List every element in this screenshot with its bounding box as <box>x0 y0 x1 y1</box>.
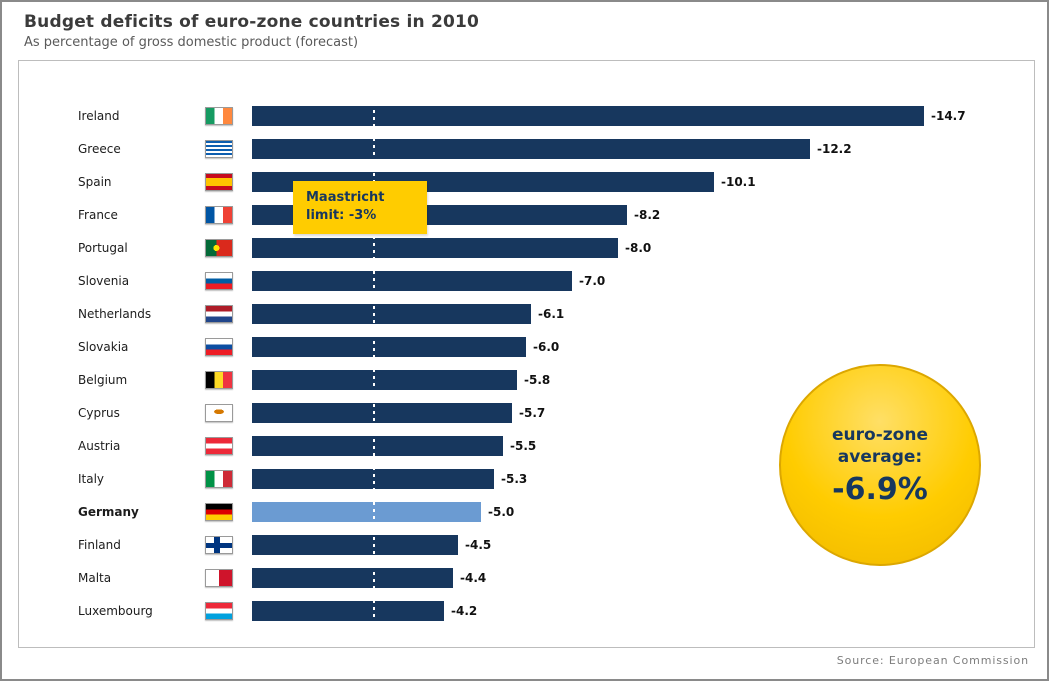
bar-row-portugal: Portugal -8.0 <box>19 231 1034 264</box>
chart-title: Budget deficits of euro-zone countries i… <box>24 12 480 32</box>
slovakia-flag-icon <box>205 337 233 356</box>
value-label: -6.0 <box>533 339 560 354</box>
value-label: -4.2 <box>451 603 478 618</box>
deficit-bar <box>252 435 503 456</box>
deficit-bar <box>252 336 526 357</box>
country-label: Malta <box>78 570 112 585</box>
deficit-bar <box>252 270 572 291</box>
source-credit: Source: European Commission <box>836 654 1029 667</box>
country-label: Italy <box>78 471 105 486</box>
france-flag-icon <box>205 205 233 224</box>
deficit-bar <box>252 369 517 390</box>
cyprus-flag-icon <box>205 403 233 422</box>
belgium-flag-icon <box>205 370 233 389</box>
average-value: -6.9% <box>832 471 928 507</box>
country-label: Portugal <box>78 240 128 255</box>
eurozone-average-badge: euro-zone average: -6.9% <box>779 364 981 566</box>
malta-flag-icon <box>205 568 233 587</box>
value-label: -5.8 <box>524 372 551 387</box>
ireland-flag-icon <box>205 106 233 125</box>
country-label: Luxembourg <box>78 603 153 618</box>
italy-flag-icon <box>205 469 233 488</box>
value-label: -5.3 <box>501 471 528 486</box>
value-label: -6.1 <box>538 306 565 321</box>
portugal-flag-icon <box>205 238 233 257</box>
bar-row-slovenia: Slovenia -7.0 <box>19 264 1034 297</box>
country-label: Slovenia <box>78 273 130 288</box>
maastricht-limit-annotation: Maastricht limit: -3% <box>293 181 427 234</box>
maastricht-label-line1: Maastricht <box>306 190 385 205</box>
deficit-bar <box>252 402 512 423</box>
germany-flag-icon <box>205 502 233 521</box>
bar-row-netherlands: Netherlands -6.1 <box>19 297 1034 330</box>
value-label: -12.2 <box>817 141 852 156</box>
country-label: France <box>78 207 118 222</box>
bar-row-slovakia: Slovakia -6.0 <box>19 330 1034 363</box>
country-label: Finland <box>78 537 121 552</box>
value-label: -5.7 <box>519 405 546 420</box>
luxembourg-flag-icon <box>205 601 233 620</box>
value-label: -8.2 <box>634 207 661 222</box>
value-label: -7.0 <box>579 273 606 288</box>
spain-flag-icon <box>205 172 233 191</box>
bar-row-greece: Greece -12.2 <box>19 132 1034 165</box>
bar-row-france: France -8.2 <box>19 198 1034 231</box>
value-label: -4.4 <box>460 570 487 585</box>
bar-row-austria: Austria -5.5 <box>19 429 1034 462</box>
chart-subtitle: As percentage of gross domestic product … <box>24 35 359 50</box>
country-label: Ireland <box>78 108 120 123</box>
average-label-line2: average: <box>837 446 923 467</box>
chart-plot-area: Ireland -14.7 Greece -12.2 Spain -10.1 France -… <box>18 60 1035 648</box>
deficit-bar <box>252 138 810 159</box>
deficit-bar <box>252 501 481 522</box>
deficit-bar <box>252 237 618 258</box>
country-label: Greece <box>78 141 121 156</box>
slovenia-flag-icon <box>205 271 233 290</box>
country-label: Netherlands <box>78 306 152 321</box>
country-label: Cyprus <box>78 405 120 420</box>
value-label: -5.0 <box>488 504 515 519</box>
value-label: -10.1 <box>721 174 756 189</box>
country-label: Belgium <box>78 372 128 387</box>
country-label: Slovakia <box>78 339 129 354</box>
deficit-bar <box>252 567 453 588</box>
bar-row-malta: Malta -4.4 <box>19 561 1034 594</box>
bar-row-finland: Finland -4.5 <box>19 528 1034 561</box>
bar-row-ireland: Ireland -14.7 <box>19 99 1034 132</box>
deficit-bar <box>252 105 924 126</box>
maastricht-label-line2: limit: -3% <box>306 208 377 223</box>
deficit-bar <box>252 468 494 489</box>
value-label: -4.5 <box>465 537 492 552</box>
greece-flag-icon <box>205 139 233 158</box>
bar-row-germany: Germany -5.0 <box>19 495 1034 528</box>
netherlands-flag-icon <box>205 304 233 323</box>
deficit-bar <box>252 600 444 621</box>
austria-flag-icon <box>205 436 233 455</box>
average-label-line1: euro-zone <box>832 424 928 445</box>
country-label: Austria <box>78 438 121 453</box>
country-label: Germany <box>78 504 139 519</box>
finland-flag-icon <box>205 535 233 554</box>
bar-row-luxembourg: Luxembourg -4.2 <box>19 594 1034 627</box>
deficit-bar <box>252 534 458 555</box>
bar-row-cyprus: Cyprus -5.7 <box>19 396 1034 429</box>
country-label: Spain <box>78 174 112 189</box>
deficit-bar <box>252 303 531 324</box>
bar-row-spain: Spain -10.1 <box>19 165 1034 198</box>
value-label: -14.7 <box>931 108 966 123</box>
bar-row-belgium: Belgium -5.8 <box>19 363 1034 396</box>
value-label: -8.0 <box>625 240 652 255</box>
value-label: -5.5 <box>510 438 537 453</box>
